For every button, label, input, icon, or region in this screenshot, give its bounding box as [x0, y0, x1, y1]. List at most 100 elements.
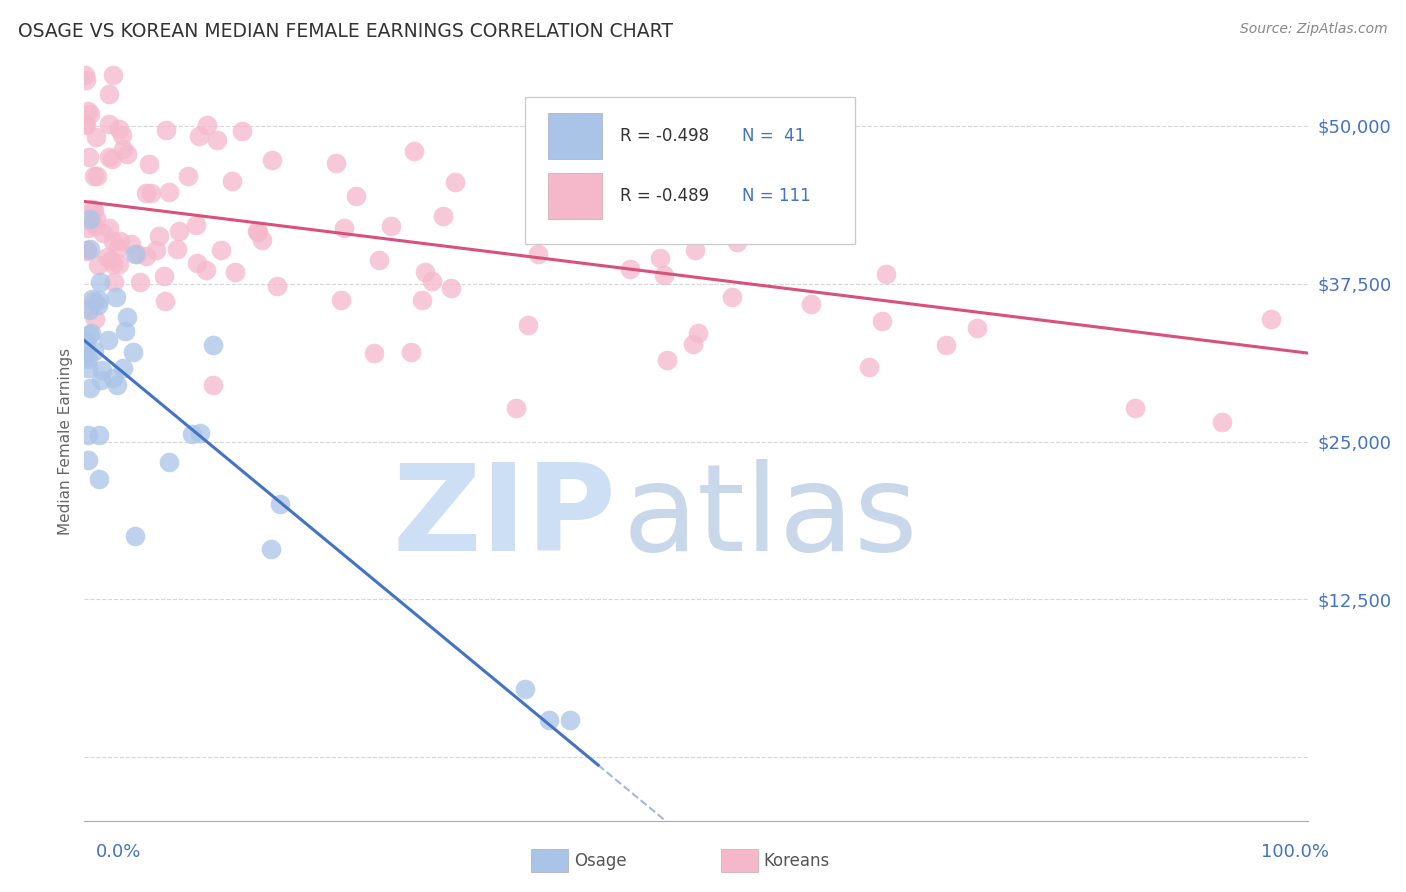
Point — [101, 371, 124, 385]
Point — [77, 103, 100, 118]
Point — [108, 122, 131, 136]
Y-axis label: Median Female Earnings: Median Female Earnings — [58, 348, 73, 535]
Point — [77, 301, 100, 315]
Point — [76, 351, 98, 366]
Point — [83, 219, 105, 233]
Point — [558, 713, 581, 727]
Point — [90, 373, 112, 387]
Point — [875, 267, 897, 281]
Point — [188, 426, 211, 441]
Point — [101, 234, 124, 248]
Text: R = -0.498: R = -0.498 — [620, 128, 709, 145]
Point — [432, 210, 454, 224]
Point — [188, 128, 211, 143]
Point — [84, 211, 107, 226]
Point — [89, 293, 111, 307]
Point — [82, 214, 104, 228]
Point — [538, 713, 561, 727]
Point — [269, 496, 291, 510]
Point — [100, 252, 122, 267]
Point — [245, 224, 267, 238]
Point — [87, 298, 110, 312]
Text: atlas: atlas — [623, 458, 918, 576]
Point — [114, 324, 136, 338]
Point — [157, 454, 180, 468]
Point — [725, 235, 748, 249]
Point — [76, 243, 98, 257]
Point — [108, 234, 131, 248]
Point — [367, 253, 389, 268]
Point — [155, 122, 177, 136]
Point — [135, 186, 157, 201]
Point — [101, 152, 124, 166]
Point — [966, 321, 988, 335]
Point — [702, 184, 724, 198]
Point — [413, 265, 436, 279]
Point — [83, 169, 105, 183]
Point — [103, 68, 125, 82]
Point — [83, 343, 105, 358]
Point — [98, 117, 121, 131]
Point — [115, 310, 138, 325]
Point — [177, 169, 200, 183]
FancyBboxPatch shape — [548, 173, 602, 219]
Point — [505, 401, 527, 415]
Point — [153, 293, 176, 308]
Point — [107, 257, 129, 271]
Point — [619, 262, 641, 277]
Point — [97, 333, 120, 347]
Point — [195, 263, 218, 277]
Point — [139, 186, 162, 200]
Point — [83, 294, 105, 309]
Point — [202, 338, 225, 352]
Point — [79, 326, 101, 341]
Point — [86, 169, 108, 183]
Point — [224, 265, 246, 279]
Point — [330, 293, 353, 307]
Point — [420, 274, 443, 288]
Point — [363, 345, 385, 359]
Point — [380, 219, 402, 233]
Text: R = -0.489: R = -0.489 — [620, 187, 709, 205]
Point — [77, 221, 100, 235]
Point — [79, 212, 101, 227]
Point — [75, 117, 97, 131]
Point — [138, 157, 160, 171]
Point — [402, 145, 425, 159]
Point — [103, 275, 125, 289]
Text: Source: ZipAtlas.com: Source: ZipAtlas.com — [1240, 22, 1388, 37]
Point — [935, 338, 957, 352]
Point — [75, 344, 97, 359]
Point — [250, 233, 273, 247]
Text: OSAGE VS KOREAN MEDIAN FEMALE EARNINGS CORRELATION CHART: OSAGE VS KOREAN MEDIAN FEMALE EARNINGS C… — [18, 22, 673, 41]
Point — [79, 381, 101, 395]
Point — [688, 326, 710, 340]
Point — [231, 123, 253, 137]
Point — [166, 242, 188, 256]
Point — [77, 302, 100, 317]
Point — [111, 142, 134, 156]
Point — [527, 246, 550, 260]
Point — [75, 349, 97, 363]
Point — [77, 150, 100, 164]
Point — [266, 279, 288, 293]
Point — [87, 428, 110, 442]
Text: Osage: Osage — [574, 852, 626, 870]
Point — [513, 682, 536, 697]
Point — [517, 318, 540, 332]
Point — [195, 118, 218, 132]
Point — [75, 73, 97, 87]
Point — [652, 268, 675, 282]
Point — [89, 472, 111, 486]
Point — [411, 293, 433, 307]
Point — [721, 290, 744, 304]
Point — [73, 68, 96, 82]
Point — [111, 128, 134, 142]
Point — [96, 250, 118, 264]
Point — [440, 280, 463, 294]
Point — [77, 428, 100, 442]
Point — [209, 243, 232, 257]
Point — [858, 359, 880, 374]
Point — [325, 155, 347, 169]
Point — [221, 174, 243, 188]
